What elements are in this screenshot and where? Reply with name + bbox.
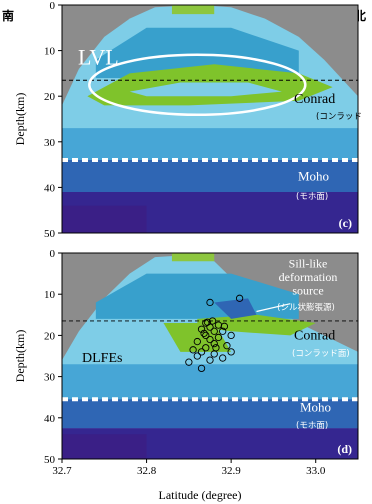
- corner-label-south: 南: [2, 8, 14, 23]
- y-tick-label: 0: [50, 248, 56, 260]
- panel-label: (d): [337, 442, 352, 456]
- lvl-inner-blue: [129, 82, 282, 97]
- axes-frame: [61, 252, 359, 460]
- dlfe-point: [202, 331, 210, 340]
- lvl-label: LVL: [78, 44, 119, 69]
- dlfe-point: [210, 327, 218, 335]
- mantle-deep-left: [62, 205, 147, 233]
- moho-jp-label: (モホ面): [296, 421, 328, 431]
- plot-area: [62, 5, 358, 233]
- top-green-cap: [171, 5, 215, 15]
- panel-d: 0 10 20 30 40 50 Depth(km) 32.7 32.8 32.9 33.0 (d) S…: [13, 248, 359, 477]
- dlfe-point: [223, 342, 231, 350]
- conrad-label: Conrad: [294, 92, 335, 107]
- lower-crust-band: [62, 128, 358, 161]
- moho-label: Moho: [298, 169, 329, 184]
- sill-label-line3: source: [292, 284, 323, 298]
- dlfe-point: [219, 354, 227, 362]
- y-tick-label: 10: [44, 46, 56, 58]
- y-tick-label: 30: [44, 372, 56, 384]
- conrad-label: Conrad: [294, 329, 335, 344]
- axes-frame: [61, 4, 359, 234]
- dlfe-point: [206, 356, 214, 364]
- dlfe-point: [185, 358, 193, 366]
- dlfe-point: [212, 344, 220, 352]
- y-tick-label: 50: [44, 454, 56, 466]
- mantle-upper: [62, 160, 358, 192]
- top-green-cap: [171, 253, 215, 262]
- lvl-ellipse: [88, 53, 307, 117]
- moho-jp-label: (モホ面): [296, 192, 328, 202]
- lower-crust-band: [62, 364, 358, 400]
- sill-pointer: [256, 303, 291, 313]
- dlfe-point: [210, 339, 218, 348]
- y-tick-label: 0: [50, 0, 56, 12]
- y-tick-label: 30: [44, 137, 56, 149]
- dlfe-point: [208, 317, 217, 325]
- dlfe-point: [197, 325, 206, 333]
- dlfe-point: [200, 329, 208, 337]
- y-tick-label: 40: [44, 182, 56, 194]
- dlfe-point: [227, 331, 235, 340]
- x-tick-label: 33.0: [306, 465, 326, 477]
- x-tick-label: 32.7: [52, 465, 72, 477]
- dlfe-point: [197, 348, 206, 356]
- y-tick-label: 50: [44, 228, 56, 240]
- dlfe-point: [206, 298, 214, 307]
- y-tick-label: 20: [44, 330, 56, 342]
- dlfe-point: [227, 348, 235, 356]
- conrad-jp-label: (コンラッド: [316, 112, 362, 122]
- dlfe-point: [197, 364, 206, 373]
- sill-label-line2: deformation: [279, 270, 338, 284]
- sill-dark-zone: [214, 298, 257, 319]
- mantle-upper: [62, 399, 358, 429]
- sill-label-line1: Sill-like: [289, 256, 328, 270]
- dlfe-point: [193, 337, 201, 346]
- dlfe-point: [189, 346, 197, 354]
- dlfe-point: [206, 335, 214, 344]
- x-tick-label: 32.8: [137, 465, 157, 477]
- upper-crust-band: [95, 27, 299, 78]
- dlfe-point: [203, 318, 212, 326]
- mantle-deep-left: [62, 434, 147, 459]
- sill-jp-label: (シル状膨張源): [277, 302, 335, 313]
- dlfe-point: [219, 327, 227, 335]
- panel-label: (c): [339, 216, 352, 230]
- panel-c: 0 10 20 30 40 50 Depth(km) (c) LVL Conrad (コンラッド Mo…: [13, 0, 362, 240]
- conrad-jp-label: (コンラッド面): [292, 349, 350, 359]
- dlfe-point: [193, 352, 201, 360]
- dlfe-point: [220, 322, 229, 330]
- y-axis-label: Depth(km): [13, 330, 27, 383]
- sill-green-zone: [197, 314, 316, 336]
- y-tick-label: 40: [44, 413, 56, 425]
- y-axis-label: Depth(km): [13, 93, 27, 146]
- y-tick-label: 10: [44, 289, 56, 301]
- dlfe-point: [235, 294, 244, 302]
- x-axis-label: Latitude (degree): [159, 488, 242, 502]
- dlfe-point: [214, 333, 223, 342]
- y-tick-label: 20: [44, 91, 56, 103]
- x-tick-label: 32.9: [222, 465, 242, 477]
- dlfes-label: DLFEs: [82, 351, 122, 366]
- dlfe-point: [202, 344, 210, 352]
- moho-label: Moho: [300, 400, 331, 415]
